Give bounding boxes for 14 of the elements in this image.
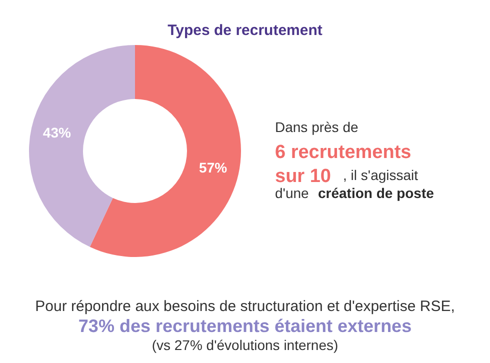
text: (vs 27% d'évolutions internes)	[152, 337, 338, 353]
text: création de poste	[318, 185, 434, 201]
text: sur 10	[275, 166, 331, 187]
text: d'une	[275, 185, 310, 201]
text: 73% des recrutements étaient externes	[78, 316, 412, 336]
data-label: 57%	[199, 159, 228, 176]
chart-title: Types de recrutement	[168, 22, 322, 39]
text: Dans près de	[275, 119, 358, 135]
data-label: 43%	[42, 124, 72, 141]
donut-slice	[90, 45, 241, 257]
donut-slice	[29, 45, 135, 247]
text: , il s'agissait	[343, 167, 418, 183]
text: 6 recrutements	[275, 142, 412, 163]
text: Pour répondre aux besoins de structuration et d'expertise RSE,	[35, 298, 455, 315]
